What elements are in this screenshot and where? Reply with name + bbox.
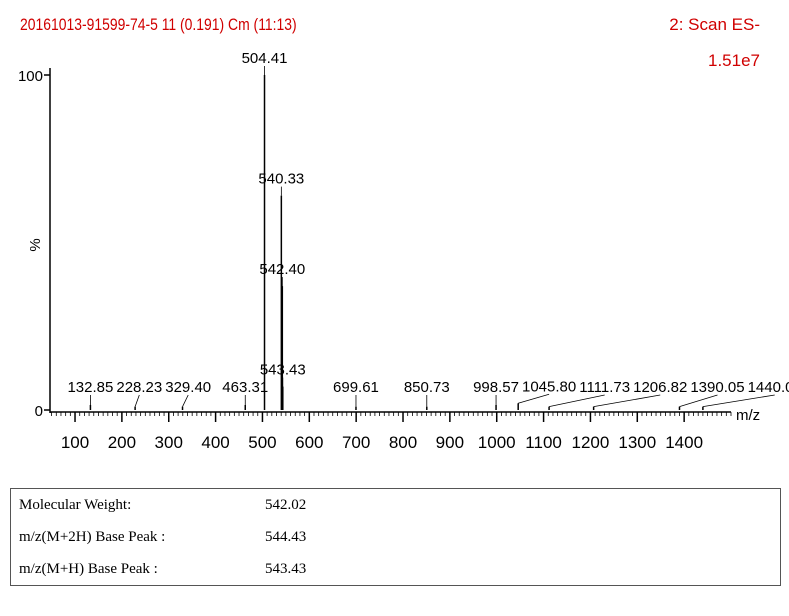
peak-label: 1111.73 [579, 379, 630, 396]
leader [518, 393, 550, 404]
y-tick-label: 0 [35, 403, 43, 420]
cell: 543.43 [265, 560, 307, 577]
peak-label: 463.31 [222, 379, 268, 396]
chart-title: 20161013-91599-74-5 11 (0.191) Cm (11:13… [20, 16, 297, 35]
peak-label: 998.57 [473, 379, 519, 396]
x-tick-label: 1000 [478, 433, 516, 452]
peak-label: 1440.03 [748, 379, 789, 396]
row: m/z(M+H) Base Peak : 543.43 [11, 553, 781, 586]
x-tick-label: 300 [155, 433, 183, 452]
y-tick-label: 100 [18, 68, 43, 85]
x-tick-label: 900 [436, 433, 464, 452]
leader [134, 394, 140, 407]
x-tick-label: 400 [201, 433, 229, 452]
x-tick-label: 200 [108, 433, 136, 452]
row: m/z(M+2H) Base Peak : 544.43 [11, 521, 781, 553]
peak-label: 132.85 [67, 379, 113, 396]
peak-label: 1045.80 [522, 378, 576, 395]
peak-label: 540.33 [258, 171, 304, 188]
leader [548, 394, 605, 408]
x-tick-label: 700 [342, 433, 370, 452]
x-tick-label: 1200 [572, 433, 610, 452]
leader [702, 394, 775, 408]
y-axis-label: % [27, 238, 44, 251]
peak-label: 504.41 [242, 50, 288, 67]
scan-label: 2: Scan ES- [669, 15, 760, 34]
peak-label: 543.43 [260, 362, 306, 379]
x-tick-label: 1100 [525, 433, 562, 452]
peak-label: 329.40 [165, 379, 211, 396]
x-axis-label: m/z [736, 407, 760, 424]
peak-label: 850.73 [404, 379, 450, 396]
peak-label: 1390.05 [690, 379, 744, 396]
cell: Molecular Weight: [19, 496, 132, 513]
leader [679, 394, 718, 408]
peak-label: 699.61 [333, 379, 379, 396]
x-tick-label: 100 [61, 433, 89, 452]
peak-label: 542.40 [259, 261, 305, 278]
intensity-label: 1.51e7 [708, 51, 760, 70]
x-tick-label: 1300 [618, 433, 656, 452]
cell: 542.02 [265, 496, 307, 513]
x-tick-label: 800 [389, 433, 417, 452]
x-tick-label: 500 [248, 433, 276, 452]
info-table: Molecular Weight: 542.02 m/z(M+2H) Base P… [10, 488, 781, 586]
cell: 544.43 [265, 528, 307, 545]
cell: m/z(M+H) Base Peak : [19, 560, 158, 577]
leader [182, 394, 189, 407]
row: Molecular Weight: 542.02 [11, 489, 781, 522]
x-tick-label: 1400 [665, 433, 703, 452]
x-tick-label: 600 [295, 433, 323, 452]
peak-label: 1206.82 [633, 379, 687, 396]
leader [593, 394, 661, 408]
cell: m/z(M+2H) Base Peak : [19, 528, 166, 545]
chart: 20161013-91599-74-5 11 (0.191) Cm (11:13… [18, 15, 789, 452]
peak-label: 228.23 [116, 379, 162, 396]
